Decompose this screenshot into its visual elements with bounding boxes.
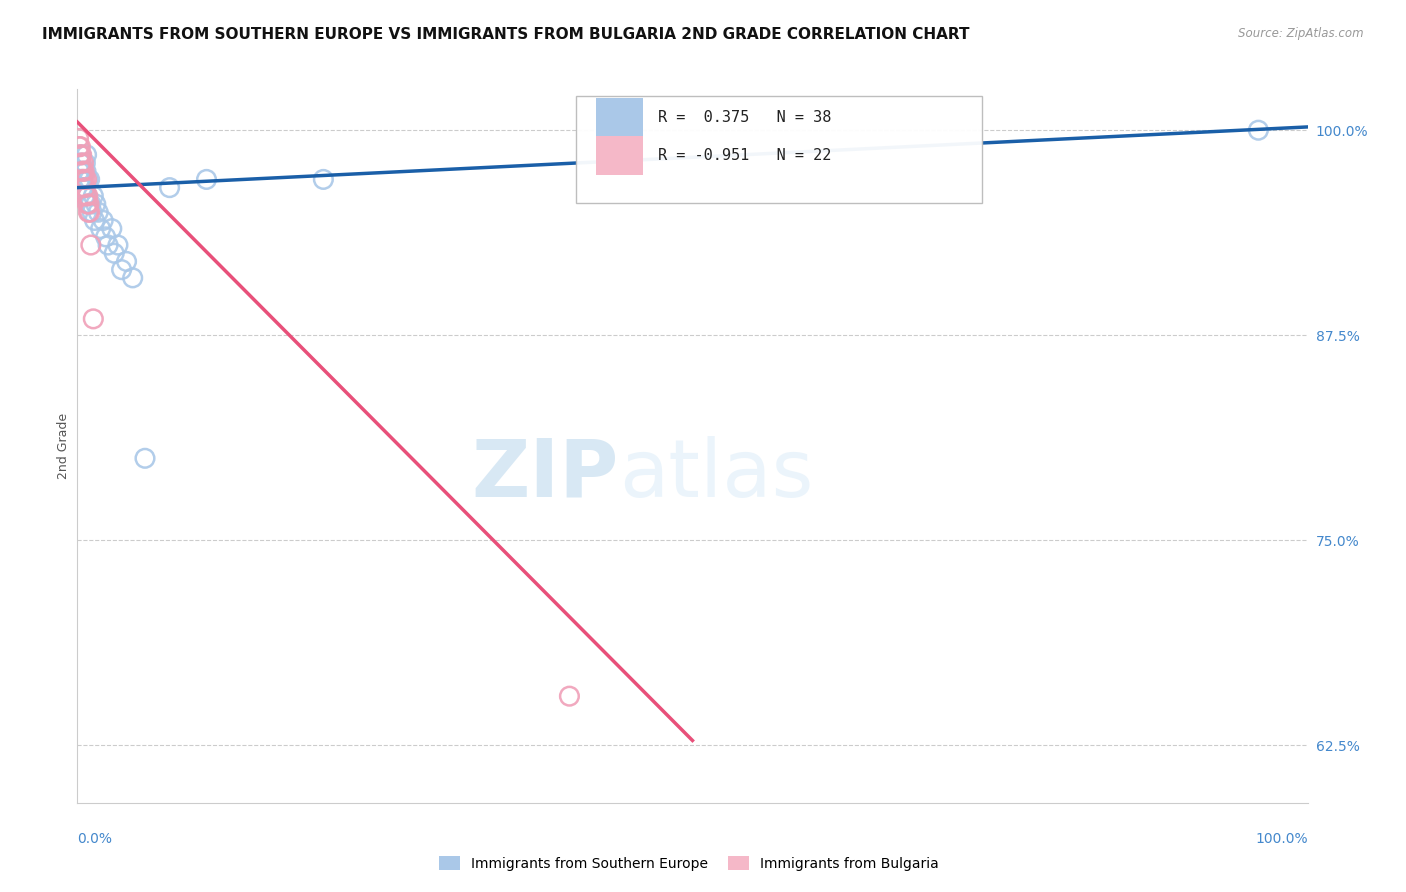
Point [73,172,96,186]
Point [72,156,94,170]
FancyBboxPatch shape [596,98,644,137]
Point [69,156,91,170]
Text: R = -0.951   N = 22: R = -0.951 N = 22 [658,148,831,163]
Point [73,164,96,178]
Point [76,172,98,186]
Point [134,451,156,466]
Point [82,205,104,219]
Point [67,131,90,145]
Point [91,213,114,227]
Point [73,189,96,203]
Point [558,689,581,703]
Point [70,148,93,162]
Text: IMMIGRANTS FROM SOUTHERN EUROPE VS IMMIGRANTS FROM BULGARIA 2ND GRADE CORRELATIO: IMMIGRANTS FROM SOUTHERN EUROPE VS IMMIG… [42,27,970,42]
Point [75,180,97,194]
Point [69,148,91,162]
Point [70,172,93,186]
Legend: Immigrants from Southern Europe, Immigrants from Bulgaria: Immigrants from Southern Europe, Immigra… [433,850,945,876]
Point [159,180,181,194]
Point [76,197,98,211]
Point [67,139,90,153]
Point [195,172,218,186]
Point [121,270,143,285]
Point [101,221,124,235]
Text: atlas: atlas [619,435,813,514]
Point [72,172,94,186]
Point [70,148,93,162]
Point [70,180,93,194]
Point [77,205,100,219]
Text: 100.0%: 100.0% [1256,832,1308,846]
Point [94,230,117,244]
Point [70,156,93,170]
Point [77,197,100,211]
Point [73,180,96,194]
Point [75,189,97,203]
Point [72,164,94,178]
Text: 0.0%: 0.0% [77,832,112,846]
Point [82,189,104,203]
Point [97,238,120,252]
Point [69,139,91,153]
Point [84,197,107,211]
Point [80,197,103,211]
Point [111,262,132,277]
Point [87,205,110,219]
Point [83,213,105,227]
Point [79,205,101,219]
Point [77,197,100,211]
Point [115,254,138,268]
Point [67,164,90,178]
Point [70,164,93,178]
Point [69,172,91,186]
Point [72,172,94,186]
Point [82,311,104,326]
Text: ZIP: ZIP [471,435,619,514]
Point [76,189,98,203]
Point [76,148,98,162]
Text: R =  0.375   N = 38: R = 0.375 N = 38 [658,111,831,125]
Point [75,164,97,178]
Point [76,189,98,203]
Y-axis label: 2nd Grade: 2nd Grade [58,413,70,479]
FancyBboxPatch shape [596,136,644,175]
FancyBboxPatch shape [575,96,981,203]
Point [312,172,335,186]
Point [1247,123,1270,137]
Point [76,172,98,186]
Point [107,238,129,252]
Text: Source: ZipAtlas.com: Source: ZipAtlas.com [1239,27,1364,40]
Point [103,246,125,260]
Point [80,238,103,252]
Point [79,172,101,186]
Point [75,156,97,170]
Point [90,221,112,235]
